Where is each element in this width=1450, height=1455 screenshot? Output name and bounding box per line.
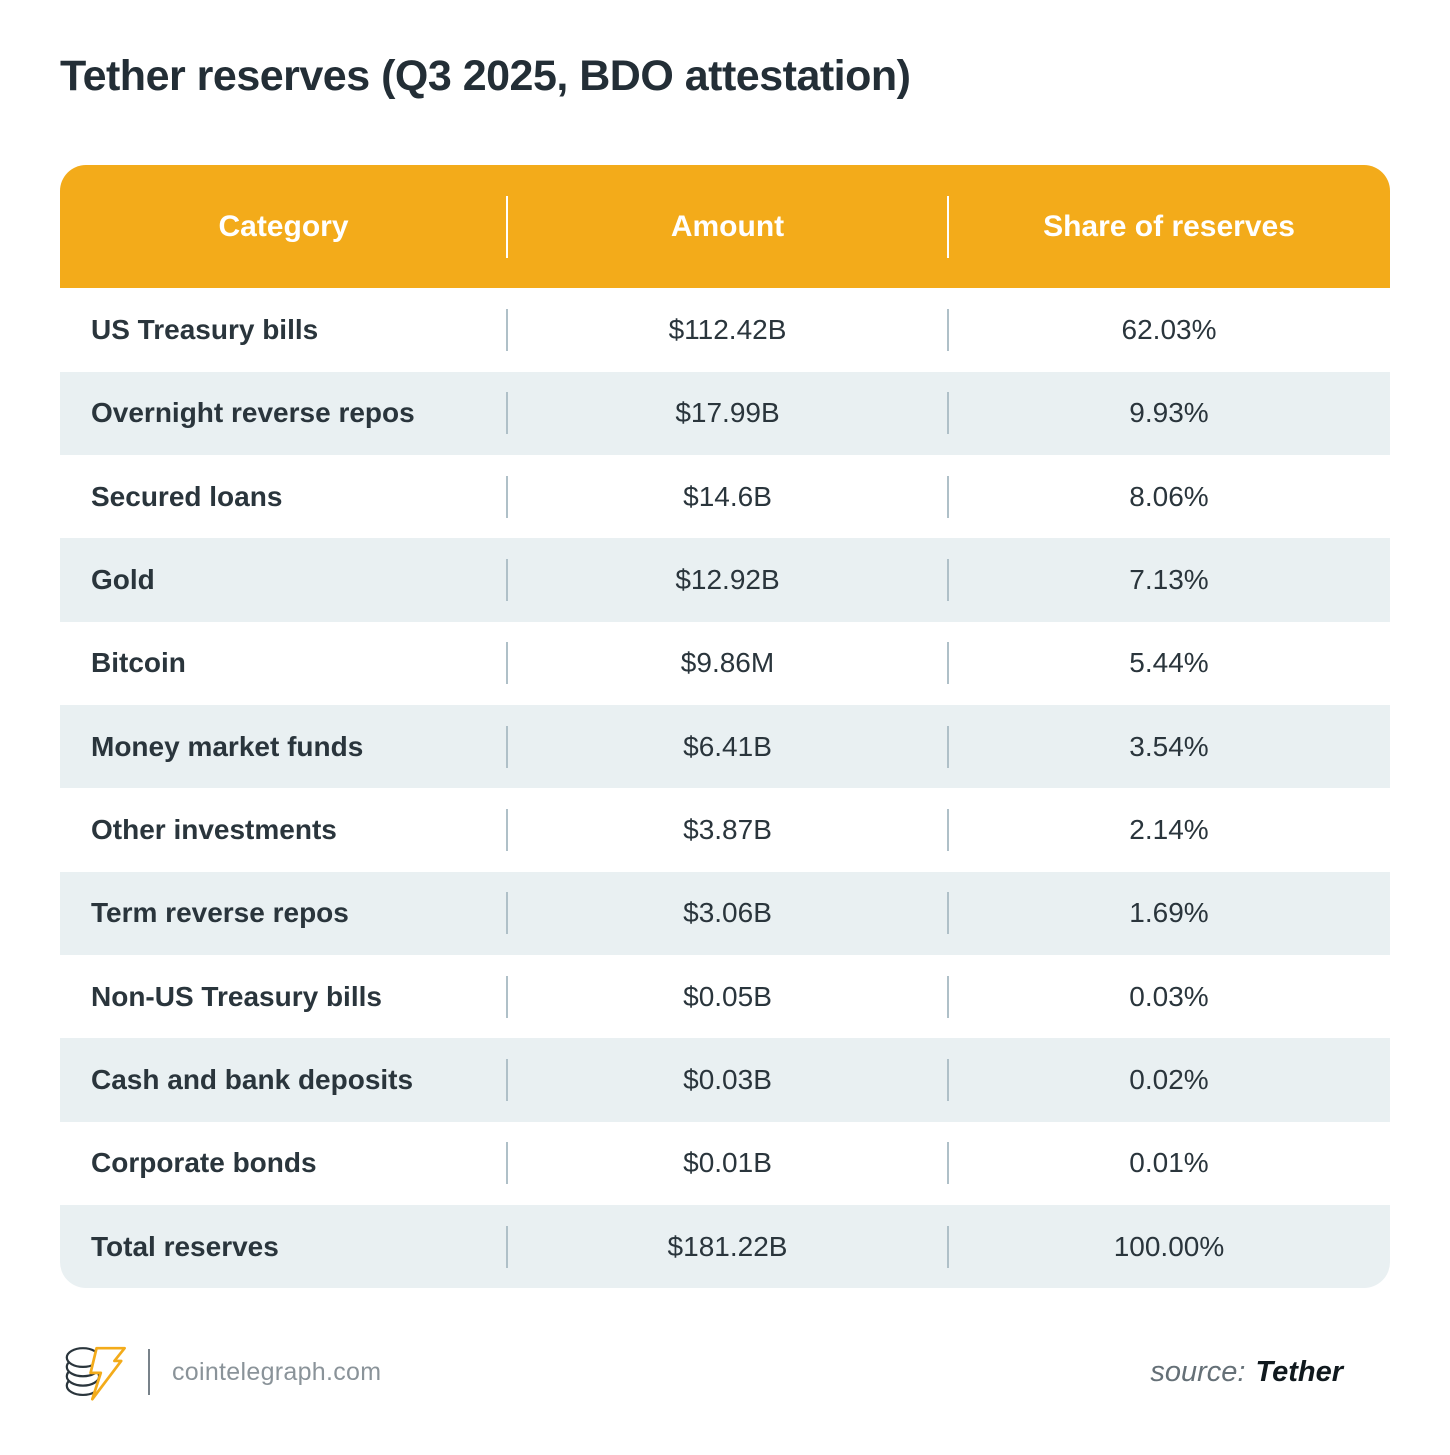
row-category: Term reverse repos [91,897,349,929]
row-share: 100.00% [1113,1230,1225,1262]
column-divider [947,309,949,352]
column-divider [947,1142,949,1185]
table-row: Non-US Treasury bills $0.05B 0.03% [60,955,1390,1039]
row-share: 62.03% [1121,314,1217,346]
row-share: 9.93% [1129,397,1209,429]
table-row: Cash and bank deposits $0.03B 0.02% [60,1038,1390,1122]
column-divider [947,642,949,685]
table-row: Money market funds $6.41B 3.54% [60,705,1390,789]
row-share: 0.01% [1129,1147,1209,1179]
row-amount: $0.05B [683,980,772,1012]
row-category: Cash and bank deposits [91,1064,414,1096]
table-row: Term reverse repos $3.06B 1.69% [60,871,1390,956]
row-category: Non-US Treasury bills [91,980,382,1012]
site-link[interactable]: cointelegraph.com [172,1357,382,1386]
table-row: US Treasury bills $112.42B 62.03% [60,288,1390,372]
source-value: Tether [1255,1355,1343,1388]
row-amount: $9.86M [680,647,775,679]
table-row: Bitcoin $9.86M 5.44% [60,621,1390,706]
row-share: 2.14% [1129,814,1209,846]
column-divider [506,475,508,518]
cointelegraph-logo-icon [65,1347,126,1401]
row-category: Bitcoin [91,647,186,679]
column-divider [947,392,949,435]
row-category: Other investments [91,814,337,846]
column-divider [947,475,949,518]
source-label: source: [1150,1355,1246,1388]
column-divider [947,975,949,1018]
row-share: 1.69% [1129,897,1209,929]
row-category: Total reserves [91,1230,279,1262]
row-amount: $12.92B [675,564,780,596]
row-share: 0.03% [1129,980,1209,1012]
column-divider [947,1059,949,1102]
header-amount: Amount [670,209,785,243]
table-row: Secured loans $14.6B 8.06% [60,455,1390,539]
row-amount: $112.42B [668,314,787,346]
column-divider [506,642,508,685]
footer: cointelegraph.com source: Tether [60,1338,1390,1406]
column-divider [506,892,508,935]
row-share: 7.13% [1129,564,1209,596]
column-divider [947,892,949,935]
column-divider [947,559,949,602]
reserves-table: Category Amount Share of reserves US Tre… [60,165,1390,1289]
column-divider [506,1142,508,1185]
row-share: 5.44% [1129,647,1209,679]
header-category: Category [218,209,349,243]
row-amount: $14.6B [683,480,772,512]
column-divider [506,809,508,852]
row-share: 8.06% [1129,480,1209,512]
column-divider [947,809,949,852]
table-header: Category Amount Share of reserves [60,165,1390,289]
table-row: Corporate bonds $0.01B 0.01% [60,1121,1390,1206]
source-credit: source: Tether [1150,1356,1343,1389]
column-divider [506,1059,508,1102]
row-category: Secured loans [91,480,283,512]
table-row: Overnight reverse repos $17.99B 9.93% [60,371,1390,456]
row-amount: $181.22B [667,1230,788,1262]
column-divider [506,725,508,768]
column-divider [947,1225,949,1268]
table-row: Other investments $3.87B 2.14% [60,788,1390,872]
header-column-divider [506,195,508,258]
brand-block: cointelegraph.com [60,1338,381,1406]
row-category: US Treasury bills [91,314,319,346]
row-amount: $3.06B [683,897,772,929]
row-category: Corporate bonds [91,1147,317,1179]
column-divider [506,392,508,435]
row-category: Gold [91,564,155,596]
row-amount: $6.41B [683,730,772,762]
column-divider [506,559,508,602]
row-amount: $0.01B [683,1147,772,1179]
row-category: Overnight reverse repos [91,397,415,429]
row-share: 3.54% [1129,730,1209,762]
table-row: Gold $12.92B 7.13% [60,538,1390,622]
column-divider [506,309,508,352]
header-column-divider [947,195,949,258]
column-divider [506,1225,508,1268]
table-row-total: Total reserves $181.22B 100.00% [60,1205,1390,1289]
row-amount: $0.03B [683,1064,772,1096]
page-title: Tether reserves (Q3 2025, BDO attestatio… [60,52,911,100]
row-share: 0.02% [1129,1064,1209,1096]
row-category: Money market funds [91,730,364,762]
header-share: Share of reserves [1043,209,1295,243]
brand-divider [148,1349,150,1396]
column-divider [947,725,949,768]
column-divider [506,975,508,1018]
row-amount: $3.87B [683,814,772,846]
row-amount: $17.99B [675,397,780,429]
